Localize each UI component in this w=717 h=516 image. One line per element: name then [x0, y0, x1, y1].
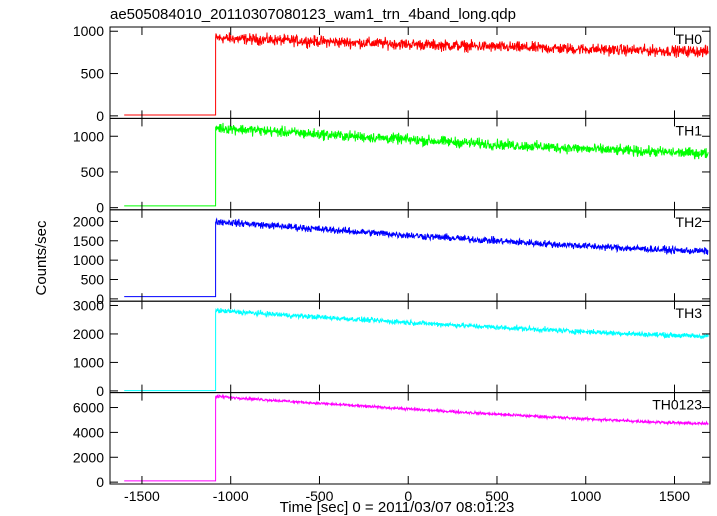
panel-frame	[109, 392, 711, 485]
y-tick-label: 500	[81, 66, 105, 82]
y-tick-label: 1000	[73, 128, 104, 144]
y-tick-label: 4000	[73, 424, 104, 440]
series-line-th1	[124, 122, 709, 207]
chart-title: ae505084010_20110307080123_wam1_trn_4ban…	[110, 6, 516, 23]
x-axis-label: Time [sec] 0 = 2011/03/07 08:01:23	[280, 499, 515, 516]
series-label: TH2	[676, 214, 703, 230]
y-tick-label: 1500	[73, 233, 104, 249]
panel-2: 0 500 1000 TH1	[73, 117, 711, 216]
panel-frame	[109, 209, 711, 302]
y-tick-label: 1000	[73, 252, 104, 268]
series-label: TH0	[676, 31, 703, 47]
panel-3: 0 500 1000 1500 2000 TH2	[73, 209, 711, 307]
y-tick-label: 0	[96, 383, 104, 399]
x-tick-label: 1000	[570, 488, 601, 504]
panel-frame	[109, 117, 711, 211]
x-tick-label: -1000	[213, 488, 249, 504]
y-tick-label: 500	[81, 164, 105, 180]
y-tick-label: 500	[81, 272, 105, 288]
y-tick-label: 0	[96, 200, 104, 216]
y-tick-label: 1000	[73, 354, 104, 370]
x-axis: -1500 -1000 -500 0 500 1000 1500	[124, 488, 690, 504]
y-tick-label: 3000	[73, 297, 104, 313]
y-tick-label: 2000	[73, 213, 104, 229]
panels: 0 500 1000 TH0 0 500 1000 TH1 0 500 1000 1500 2000 TH…	[73, 23, 711, 490]
series-label: TH1	[676, 122, 703, 138]
panel-frame	[109, 26, 711, 119]
panel-1: 0 500 1000 TH0	[73, 23, 711, 124]
x-tick-label: 500	[485, 488, 509, 504]
x-tick-label: -1500	[124, 488, 160, 504]
y-tick-label: 0	[96, 291, 104, 307]
series-line-th2	[124, 217, 709, 298]
x-tick-label: -500	[305, 488, 333, 504]
series-label: TH3	[676, 305, 703, 321]
panel-frame	[109, 300, 711, 394]
x-tick-label: 1500	[659, 488, 690, 504]
series-line-th0	[124, 32, 709, 116]
x-tick-label: 0	[404, 488, 412, 504]
series-label: TH0123	[652, 397, 702, 413]
y-tick-label: 0	[96, 474, 104, 490]
y-tick-label: 2000	[73, 326, 104, 342]
panel-4: 0 1000 2000 3000 TH3	[73, 297, 711, 399]
y-tick-label: 6000	[73, 400, 104, 416]
y-axis-label: Counts/sec	[33, 220, 50, 296]
series-line-th3	[124, 307, 709, 392]
y-tick-label: 1000	[73, 23, 104, 39]
panel-5: 0 2000 4000 6000 TH0123	[73, 392, 711, 490]
y-tick-label: 0	[96, 108, 104, 124]
y-tick-label: 2000	[73, 449, 104, 465]
series-line-th0123	[124, 393, 709, 482]
